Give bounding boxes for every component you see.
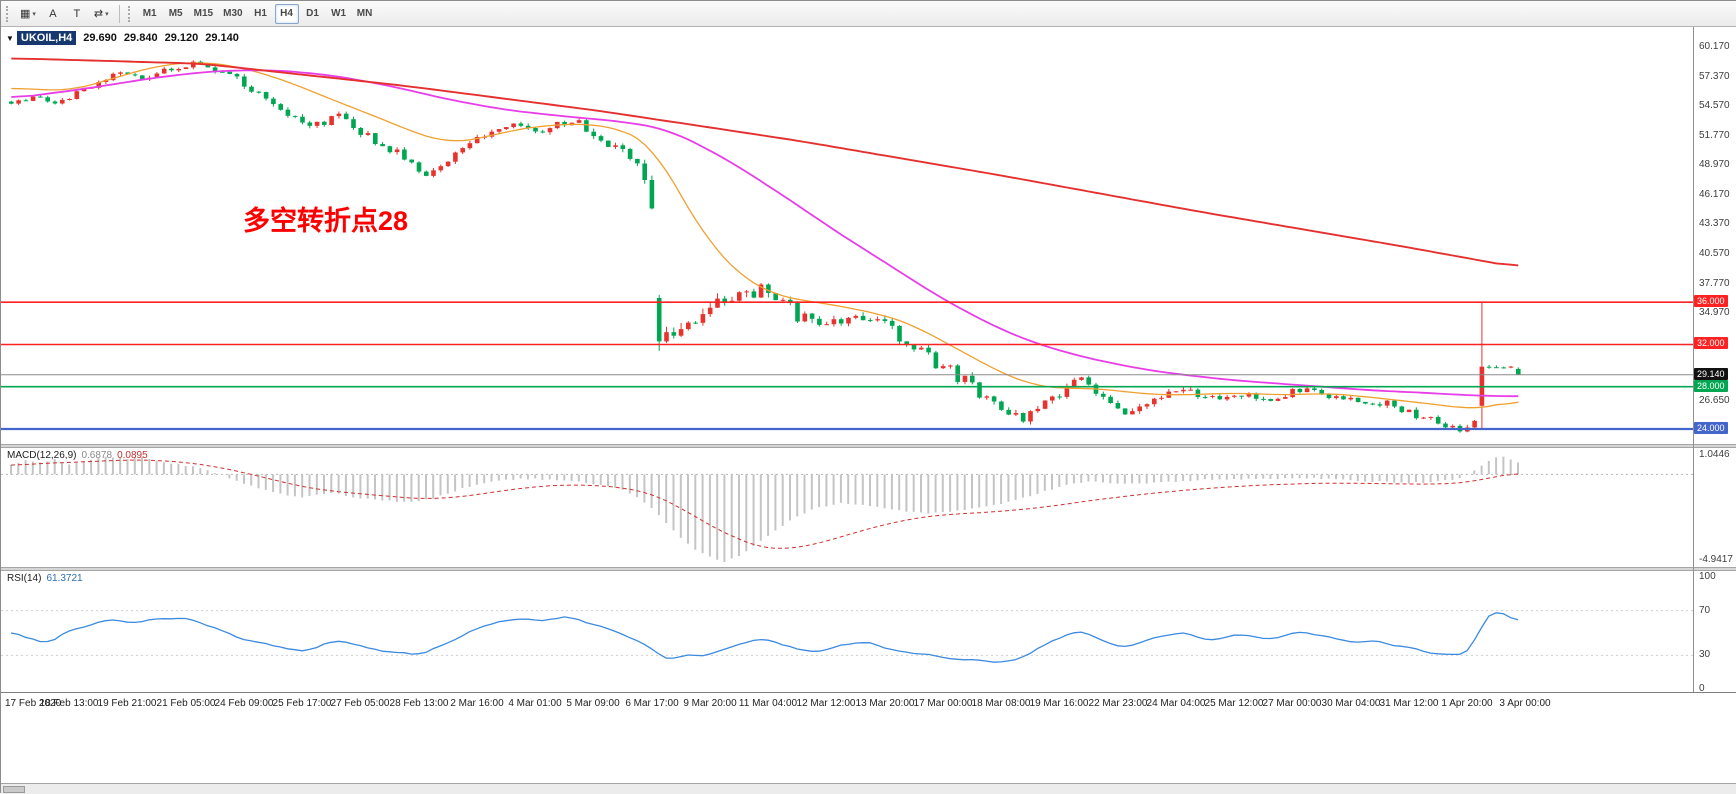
time-label: 5 Mar 09:00	[566, 698, 619, 709]
time-label: 12 Mar 12:00	[797, 698, 856, 709]
symbol-dropdown-icon[interactable]: ▼	[6, 34, 14, 43]
rsi-label-row: RSI(14) 61.3721	[7, 573, 88, 584]
time-label: 4 Mar 01:00	[508, 698, 561, 709]
macd-name: MACD(12,26,9)	[7, 450, 76, 461]
cycle-lines-button[interactable]: ⇄▾	[90, 4, 113, 24]
timeframe-d1-button[interactable]: D1	[301, 4, 325, 24]
price-tick-label: 26.650	[1699, 395, 1730, 406]
macd-signal-value: 0.0895	[117, 450, 148, 461]
macd-panel[interactable]: MACD(12,26,9) 0.6878 0.0895 1.0446 -4.9417	[1, 448, 1736, 567]
time-label: 22 Mar 23:00	[1089, 698, 1148, 709]
dropdown-caret-icon[interactable]: ▾	[105, 10, 109, 18]
status-strip-box	[3, 786, 25, 793]
timeframe-m30-button[interactable]: M30	[219, 4, 246, 24]
timeframe-m15-button[interactable]: M15	[190, 4, 217, 24]
new-chart-icon: ▦	[20, 7, 30, 20]
time-label: 13 Mar 20:00	[856, 698, 915, 709]
timeframe-m1-button[interactable]: M1	[138, 4, 162, 24]
open-value: 29.690	[83, 32, 117, 44]
macd-scale-min: -4.9417	[1699, 554, 1733, 565]
price-tick-label: 37.770	[1699, 278, 1730, 289]
time-label: 27 Mar 00:00	[1263, 698, 1322, 709]
level-price-label: 28.000	[1694, 380, 1728, 392]
rsi-tick-label: 30	[1699, 649, 1710, 660]
toolbar-grip[interactable]	[6, 6, 10, 22]
rsi-name: RSI(14)	[7, 573, 41, 584]
text-annotation-a-button[interactable]: A	[42, 4, 64, 24]
macd-label-row: MACD(12,26,9) 0.6878 0.0895	[7, 450, 153, 461]
price-tick-label: 57.370	[1699, 71, 1730, 82]
rsi-value: 61.3721	[46, 573, 82, 584]
timeframe-w1-button[interactable]: W1	[327, 4, 351, 24]
bottom-whitespace	[1, 713, 1736, 783]
price-tick-label: 46.170	[1699, 189, 1730, 200]
level-price-label: 24.000	[1694, 422, 1728, 434]
time-label: 30 Mar 04:00	[1322, 698, 1381, 709]
time-label: 28 Feb 13:00	[390, 698, 449, 709]
time-label: 17 Mar 00:00	[914, 698, 973, 709]
toolbar-grip[interactable]	[128, 6, 132, 22]
time-label: 19 Mar 16:00	[1030, 698, 1089, 709]
symbol-name[interactable]: UKOIL,H4	[17, 31, 76, 45]
new-chart-button[interactable]: ▦▾	[16, 4, 40, 24]
timeframe-m5-button[interactable]: M5	[164, 4, 188, 24]
price-tick-label: 60.170	[1699, 41, 1730, 52]
time-label: 25 Feb 17:00	[273, 698, 332, 709]
status-strip	[1, 783, 1736, 794]
price-tick-label: 43.370	[1699, 218, 1730, 229]
price-tick-label: 54.570	[1699, 100, 1730, 111]
text-annotation-a-icon: A	[49, 8, 56, 20]
macd-chart	[1, 448, 1693, 567]
text-annotation-t-icon: T	[74, 8, 81, 20]
price-tick-label: 51.770	[1699, 130, 1730, 141]
timeframe-h1-button[interactable]: H1	[249, 4, 273, 24]
time-label: 9 Mar 20:00	[683, 698, 736, 709]
dropdown-caret-icon[interactable]: ▾	[32, 10, 36, 18]
rsi-chart	[1, 571, 1693, 692]
time-label: 25 Mar 12:00	[1205, 698, 1264, 709]
rsi-tick-label: 70	[1699, 605, 1710, 616]
time-label: 24 Mar 04:00	[1147, 698, 1206, 709]
time-label: 19 Feb 21:00	[98, 698, 157, 709]
macd-scale-max: 1.0446	[1699, 449, 1730, 460]
time-label: 2 Mar 16:00	[450, 698, 503, 709]
rsi-tick-label: 100	[1699, 571, 1716, 582]
chart-text-annotation: 多空转折点28	[243, 199, 408, 238]
time-label: 6 Mar 17:00	[625, 698, 678, 709]
price-tick-label: 40.570	[1699, 248, 1730, 259]
cycle-lines-icon: ⇄	[94, 7, 103, 20]
price-tick-label: 34.970	[1699, 307, 1730, 318]
text-annotation-t-button[interactable]: T	[66, 4, 88, 24]
time-label: 31 Mar 12:00	[1380, 698, 1439, 709]
time-label: 21 Feb 05:00	[157, 698, 216, 709]
price-tick-label: 48.970	[1699, 159, 1730, 170]
high-value: 29.840	[124, 32, 158, 44]
price-chart-panel[interactable]: ▼ UKOIL,H4 29.690 29.840 29.120 29.140 多…	[1, 27, 1736, 444]
close-value: 29.140	[205, 32, 239, 44]
timeframe-mn-button[interactable]: MN	[353, 4, 377, 24]
time-label: 11 Mar 04:00	[739, 698, 797, 709]
time-label: 18 Feb 13:00	[40, 698, 99, 709]
scale-separator	[1693, 27, 1694, 692]
symbol-ohlc-readout: ▼ UKOIL,H4 29.690 29.840 29.120 29.140	[6, 31, 246, 45]
current-price-label: 29.140	[1694, 368, 1728, 380]
low-value: 29.120	[165, 32, 199, 44]
timeframe-h4-button[interactable]: H4	[275, 4, 299, 24]
macd-main-value: 0.6878	[81, 450, 112, 461]
level-price-label: 32.000	[1694, 337, 1728, 349]
time-label: 1 Apr 20:00	[1441, 698, 1492, 709]
level-price-label: 36.000	[1694, 295, 1728, 307]
time-label: 27 Feb 05:00	[331, 698, 390, 709]
time-label: 24 Feb 09:00	[215, 698, 274, 709]
toolbar-separator	[119, 5, 120, 23]
time-label: 18 Mar 08:00	[972, 698, 1031, 709]
time-label: 3 Apr 00:00	[1499, 698, 1550, 709]
